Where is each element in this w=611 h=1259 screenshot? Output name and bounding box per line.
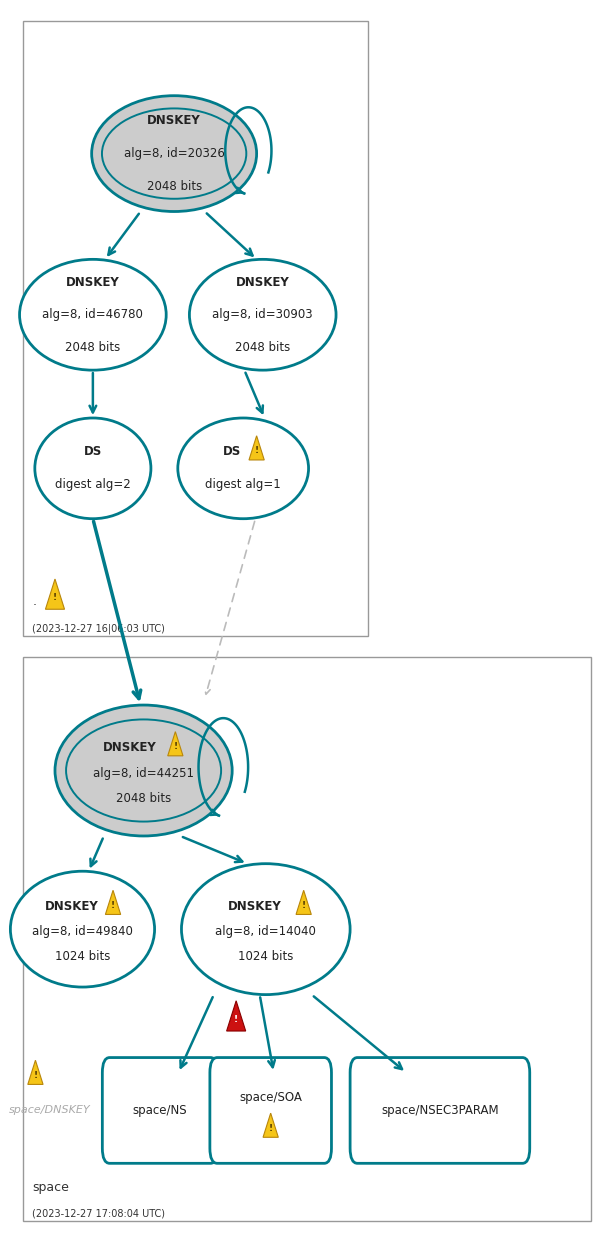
Polygon shape — [45, 579, 65, 609]
Text: DNSKEY: DNSKEY — [228, 900, 282, 913]
Polygon shape — [296, 890, 311, 914]
Text: space/SOA: space/SOA — [240, 1092, 302, 1104]
FancyBboxPatch shape — [23, 21, 368, 636]
Text: space/DNSKEY: space/DNSKEY — [9, 1105, 91, 1115]
Text: !: ! — [111, 900, 115, 910]
Text: alg=8, id=14040: alg=8, id=14040 — [215, 925, 316, 938]
Polygon shape — [227, 1001, 246, 1031]
Text: DNSKEY: DNSKEY — [103, 742, 157, 754]
Polygon shape — [249, 436, 264, 460]
Text: !: ! — [302, 900, 306, 910]
Ellipse shape — [189, 259, 336, 370]
Text: DS: DS — [223, 446, 241, 458]
Polygon shape — [263, 1113, 278, 1137]
Text: alg=8, id=30903: alg=8, id=30903 — [213, 308, 313, 321]
Text: space/NSEC3PARAM: space/NSEC3PARAM — [381, 1104, 499, 1117]
Polygon shape — [168, 731, 183, 755]
Text: alg=8, id=20326: alg=8, id=20326 — [123, 147, 225, 160]
Text: !: ! — [174, 742, 177, 752]
Text: DS: DS — [84, 446, 102, 458]
Text: alg=8, id=46780: alg=8, id=46780 — [42, 308, 144, 321]
Ellipse shape — [35, 418, 151, 519]
Text: !: ! — [255, 446, 258, 456]
FancyBboxPatch shape — [23, 657, 591, 1221]
Text: 1024 bits: 1024 bits — [55, 951, 110, 963]
Text: alg=8, id=44251: alg=8, id=44251 — [93, 767, 194, 779]
Ellipse shape — [20, 259, 166, 370]
Text: 2048 bits: 2048 bits — [235, 341, 290, 354]
Text: !: ! — [234, 1015, 238, 1024]
Text: space/NS: space/NS — [133, 1104, 188, 1117]
Text: DNSKEY: DNSKEY — [147, 115, 201, 127]
Text: 1024 bits: 1024 bits — [238, 951, 293, 963]
Text: digest alg=2: digest alg=2 — [55, 478, 131, 491]
FancyBboxPatch shape — [210, 1058, 331, 1163]
Text: digest alg=1: digest alg=1 — [205, 478, 281, 491]
Ellipse shape — [181, 864, 350, 995]
Text: .: . — [32, 596, 37, 608]
FancyBboxPatch shape — [350, 1058, 530, 1163]
Text: !: ! — [34, 1070, 37, 1080]
Text: alg=8, id=49840: alg=8, id=49840 — [32, 925, 133, 938]
Text: 2048 bits: 2048 bits — [116, 792, 171, 805]
Text: DNSKEY: DNSKEY — [66, 276, 120, 288]
Text: (2023-12-27 16|06:03 UTC): (2023-12-27 16|06:03 UTC) — [32, 623, 165, 633]
Text: space: space — [32, 1181, 69, 1194]
Text: 2048 bits: 2048 bits — [147, 180, 202, 193]
Ellipse shape — [10, 871, 155, 987]
Text: !: ! — [53, 593, 57, 602]
FancyBboxPatch shape — [102, 1058, 218, 1163]
Polygon shape — [106, 890, 120, 914]
Text: !: ! — [269, 1123, 273, 1133]
Polygon shape — [28, 1060, 43, 1084]
Text: 2048 bits: 2048 bits — [65, 341, 120, 354]
Text: (2023-12-27 17:08:04 UTC): (2023-12-27 17:08:04 UTC) — [32, 1209, 166, 1219]
Text: DNSKEY: DNSKEY — [45, 900, 98, 913]
Ellipse shape — [92, 96, 257, 212]
Text: DNSKEY: DNSKEY — [236, 276, 290, 288]
Ellipse shape — [178, 418, 309, 519]
Ellipse shape — [55, 705, 232, 836]
